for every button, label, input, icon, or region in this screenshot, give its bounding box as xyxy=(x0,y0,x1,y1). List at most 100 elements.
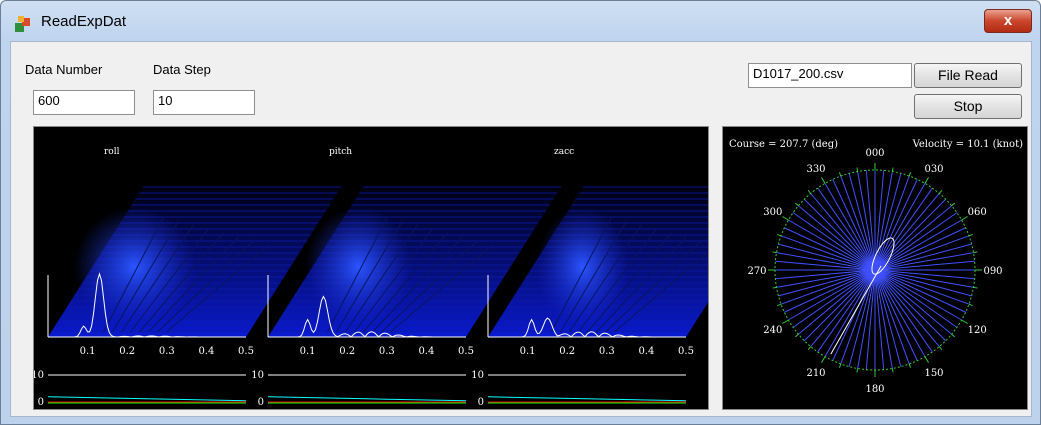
x-tick-label: 0.3 xyxy=(599,346,615,357)
compass-tick xyxy=(951,333,955,338)
compass-tick xyxy=(777,303,782,307)
compass-tick xyxy=(807,346,812,350)
waterfall-ridge xyxy=(354,228,433,333)
waterfall-ridge xyxy=(103,216,164,333)
spectrum-subplot-zacc: zacc 0.1 0.2 0.3 0.4 0.5 10 0 xyxy=(471,147,781,408)
subplot-title: pitch xyxy=(329,147,352,157)
waterfall-ridge xyxy=(578,228,657,333)
waterfall-ridge xyxy=(326,216,388,333)
x-tick-label: 0.5 xyxy=(678,346,694,357)
x-tick-label: 0.1 xyxy=(80,346,96,357)
compass-heading-label: 240 xyxy=(763,325,782,336)
compass-tick xyxy=(908,172,912,177)
compass-tick xyxy=(777,233,782,237)
compass-tick xyxy=(795,202,799,207)
waterfall-ridge xyxy=(372,236,463,333)
x-tick-label: 0.5 xyxy=(458,346,474,357)
x-tick-label: 0.1 xyxy=(520,346,536,357)
data-step-input[interactable]: 10 xyxy=(153,90,255,115)
compass-heading-label: 090 xyxy=(983,266,1002,277)
compass-tick xyxy=(772,251,777,254)
x-tick-label: 0.4 xyxy=(638,346,654,357)
data-step-label: Data Step xyxy=(153,62,211,77)
x-tick-label: 0.2 xyxy=(119,346,135,357)
window-title: ReadExpDat xyxy=(41,13,127,30)
x-tick-label: 0.3 xyxy=(159,346,175,357)
spectrum-chart: roll 0.1 0.2 0.3 0.4 0.5 10 0 pitch 0.1 0.2 0.3 0.4 0… xyxy=(31,147,781,408)
waterfall-ridge xyxy=(605,240,702,333)
file-name-input[interactable]: D1017_200.csv xyxy=(748,63,912,88)
compass-tick xyxy=(961,319,968,324)
waterfall-ridge xyxy=(614,244,717,333)
waterfall-ridge xyxy=(121,224,194,333)
compass-tick xyxy=(807,190,812,194)
compass-tick xyxy=(856,368,859,373)
compass-tick xyxy=(961,216,968,221)
stop-button[interactable]: Stop xyxy=(914,94,1022,119)
waterfall-ridge xyxy=(157,240,254,333)
file-read-button[interactable]: File Read xyxy=(914,63,1022,88)
x-tick-label: 0.2 xyxy=(559,346,575,357)
compass-tick xyxy=(973,251,978,254)
waterfall-ridge xyxy=(596,236,687,333)
waterfall-ridge xyxy=(148,236,239,333)
waterfall-ridge xyxy=(568,224,642,333)
compass-tick xyxy=(856,167,859,172)
compass-panel: Course = 207.7 (deg) Velocity = 10.1 (kn… xyxy=(722,126,1028,410)
waterfall-peak-glow xyxy=(304,207,412,327)
compass-tick xyxy=(951,202,955,207)
waterfall-ridge xyxy=(130,228,209,333)
waterfall-peak-glow xyxy=(73,207,196,327)
x-tick-label: 0.2 xyxy=(339,346,355,357)
compass-heading-label: 330 xyxy=(806,164,825,175)
compass-tick xyxy=(772,286,777,289)
waterfall-ridge xyxy=(112,220,179,333)
x-tick-label: 0.1 xyxy=(300,346,316,357)
compass-heading-label: 210 xyxy=(806,368,825,379)
compass-spoke xyxy=(865,170,885,370)
level-min-label: 0 xyxy=(478,397,484,408)
compass-heading-label: 060 xyxy=(968,207,987,218)
spectrum-panel: roll 0.1 0.2 0.3 0.4 0.5 10 0 pitch 0.1 0.2 0.3 0.4 0… xyxy=(31,126,781,410)
level-max-label: 10 xyxy=(34,370,44,381)
compass-tick xyxy=(938,346,943,350)
x-tick-label: 0.4 xyxy=(198,346,214,357)
waterfall-ridge xyxy=(550,216,612,333)
compass-heading-label: 030 xyxy=(924,164,943,175)
compass-tick xyxy=(838,172,842,177)
compass-rose: Course = 207.7 (deg) Velocity = 10.1 (kn… xyxy=(729,139,1023,395)
compass-tick xyxy=(782,319,789,324)
level-min-label: 0 xyxy=(258,397,264,408)
spectrum-curve xyxy=(488,317,686,338)
level-min-label: 0 xyxy=(38,397,44,408)
waterfall-peak-glow xyxy=(536,207,629,327)
title-bar[interactable]: ReadExpDat x xyxy=(1,1,1040,41)
waterfall-ridge xyxy=(381,240,478,333)
compass-tick xyxy=(908,363,912,368)
waterfall-ridge xyxy=(390,244,493,333)
compass-heading-label: 000 xyxy=(865,148,884,159)
compass-heading-label: 120 xyxy=(968,325,987,336)
course-readout: Course = 207.7 (deg) xyxy=(729,139,838,150)
x-tick-label: 0.3 xyxy=(379,346,395,357)
spectrum-curve xyxy=(48,272,246,338)
compass-tick xyxy=(782,216,789,221)
close-button[interactable]: x xyxy=(984,9,1032,33)
data-number-label: Data Number xyxy=(25,62,103,77)
subplot-title: roll xyxy=(104,147,120,157)
compass-tick xyxy=(938,190,943,194)
x-tick-label: 0.4 xyxy=(418,346,434,357)
waterfall-ridge xyxy=(345,224,418,333)
level-series-line xyxy=(487,396,687,402)
compass-tick xyxy=(891,368,894,373)
level-series-line xyxy=(47,396,247,402)
waterfall-ridge xyxy=(587,232,672,333)
spectrum-subplot-roll: roll 0.1 0.2 0.3 0.4 0.5 10 0 xyxy=(31,147,341,408)
compass-tick xyxy=(968,303,973,307)
waterfall-ridge xyxy=(559,220,627,333)
compass-tick xyxy=(924,356,929,363)
data-number-input[interactable]: 600 xyxy=(33,90,135,115)
spectrum-subplot-pitch: pitch 0.1 0.2 0.3 0.4 0.5 10 0 xyxy=(251,147,561,408)
compass-rose-group: 000 030 060 090 120 150 180 210 240 270 300 330 xyxy=(747,148,1002,395)
